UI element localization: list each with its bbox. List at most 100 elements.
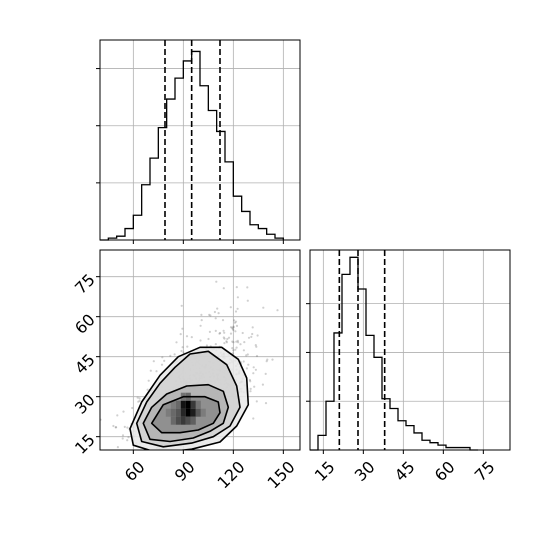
scatter-point	[199, 339, 202, 342]
scatter-point	[207, 337, 210, 341]
hist-y-xtick-label: 75	[471, 457, 499, 485]
density-cell	[165, 408, 171, 417]
scatter-point	[169, 354, 172, 357]
density-cell	[185, 408, 191, 417]
scatter-point	[241, 331, 244, 335]
scatter-point	[234, 310, 238, 313]
scatter-inner	[100, 280, 279, 450]
scatter-point	[234, 348, 237, 351]
density-cell	[175, 400, 181, 409]
scatter-point	[214, 317, 217, 320]
scatter-point	[256, 334, 259, 337]
scatter-point	[226, 337, 229, 341]
scatter-point	[179, 333, 182, 336]
scatter-point	[136, 396, 139, 399]
scatter-point	[264, 372, 267, 375]
scatter-point	[237, 341, 240, 344]
scatter-point	[222, 287, 225, 290]
scatter-point	[229, 332, 233, 335]
density-cell	[185, 416, 191, 425]
scatter-point	[232, 349, 235, 352]
scatter-point	[223, 331, 226, 334]
scatter-point	[231, 340, 234, 343]
hist-y-xtick-label: 45	[391, 457, 419, 485]
scatter-point	[223, 342, 226, 345]
scatter-point	[131, 406, 134, 410]
scatter-point	[266, 358, 269, 361]
density-cell	[190, 408, 196, 417]
scatter-point	[235, 340, 238, 343]
scatter-point	[218, 332, 221, 335]
scatter-density-panel: 60 90 120 150 15 30 45 60 75	[71, 249, 301, 492]
histogram-x-panel	[96, 39, 301, 244]
scatter-ytick-label: 30	[71, 390, 99, 418]
scatter-point	[235, 286, 238, 289]
scatter-point	[200, 319, 203, 322]
scatter-point	[235, 324, 239, 327]
scatter-point	[236, 339, 239, 342]
scatter-point	[252, 366, 255, 369]
scatter-point	[234, 320, 238, 323]
scatter-point	[199, 324, 202, 327]
scatter-point	[265, 360, 268, 363]
scatter-point	[126, 426, 129, 429]
scatter-point	[216, 307, 219, 310]
scatter-point	[249, 390, 252, 393]
scatter-point	[239, 343, 242, 346]
scatter-point	[249, 387, 252, 390]
scatter-point	[233, 321, 236, 324]
scatter-xtick-label: 90	[171, 457, 199, 485]
scatter-point	[249, 380, 252, 383]
scatter-point	[222, 336, 225, 339]
scatter-point	[190, 336, 193, 339]
scatter-point	[245, 354, 248, 357]
contour-line-2	[142, 383, 230, 443]
density-cell	[185, 400, 191, 409]
contour-line-1	[150, 395, 221, 434]
scatter-point	[232, 326, 235, 329]
scatter-point	[276, 309, 279, 312]
scatter-point	[126, 439, 129, 442]
scatter-point	[208, 313, 211, 316]
scatter-point	[233, 319, 236, 322]
scatter-point	[225, 340, 228, 343]
scatter-point	[214, 329, 217, 332]
scatter-point	[152, 360, 155, 363]
scatter-point	[149, 369, 152, 372]
scatter-point	[254, 344, 257, 347]
density-cell	[170, 400, 176, 409]
scatter-point	[222, 329, 225, 332]
scatter-point	[215, 280, 218, 283]
scatter-point	[181, 327, 184, 330]
density-cell	[170, 416, 176, 425]
hist-y-xtick-label: 30	[351, 457, 379, 485]
scatter-point	[232, 328, 235, 332]
scatter-point	[138, 397, 141, 400]
scatter-point	[200, 313, 203, 316]
scatter-point	[223, 337, 226, 340]
density-cell	[175, 408, 181, 417]
scatter-point	[253, 385, 256, 388]
scatter-point	[122, 410, 125, 413]
scatter-point	[208, 330, 211, 333]
scatter-point	[181, 346, 184, 349]
hist-y-frame	[309, 249, 511, 451]
scatter-point	[221, 319, 225, 322]
density-cell	[175, 416, 181, 425]
scatter-point	[123, 425, 126, 428]
scatter-point	[255, 400, 258, 403]
contour-line-4	[129, 346, 250, 450]
scatter-point	[251, 326, 254, 329]
scatter-point	[252, 417, 255, 420]
scatter-point	[214, 343, 217, 346]
scatter-point	[185, 335, 189, 338]
scatter-point	[231, 326, 234, 329]
scatter-point	[217, 312, 220, 315]
scatter-point	[209, 314, 212, 317]
density-cell	[180, 408, 186, 417]
hist-y-bars	[310, 256, 478, 451]
scatter-point	[255, 354, 259, 358]
scatter-point	[116, 446, 119, 449]
scatter-point	[115, 426, 118, 429]
